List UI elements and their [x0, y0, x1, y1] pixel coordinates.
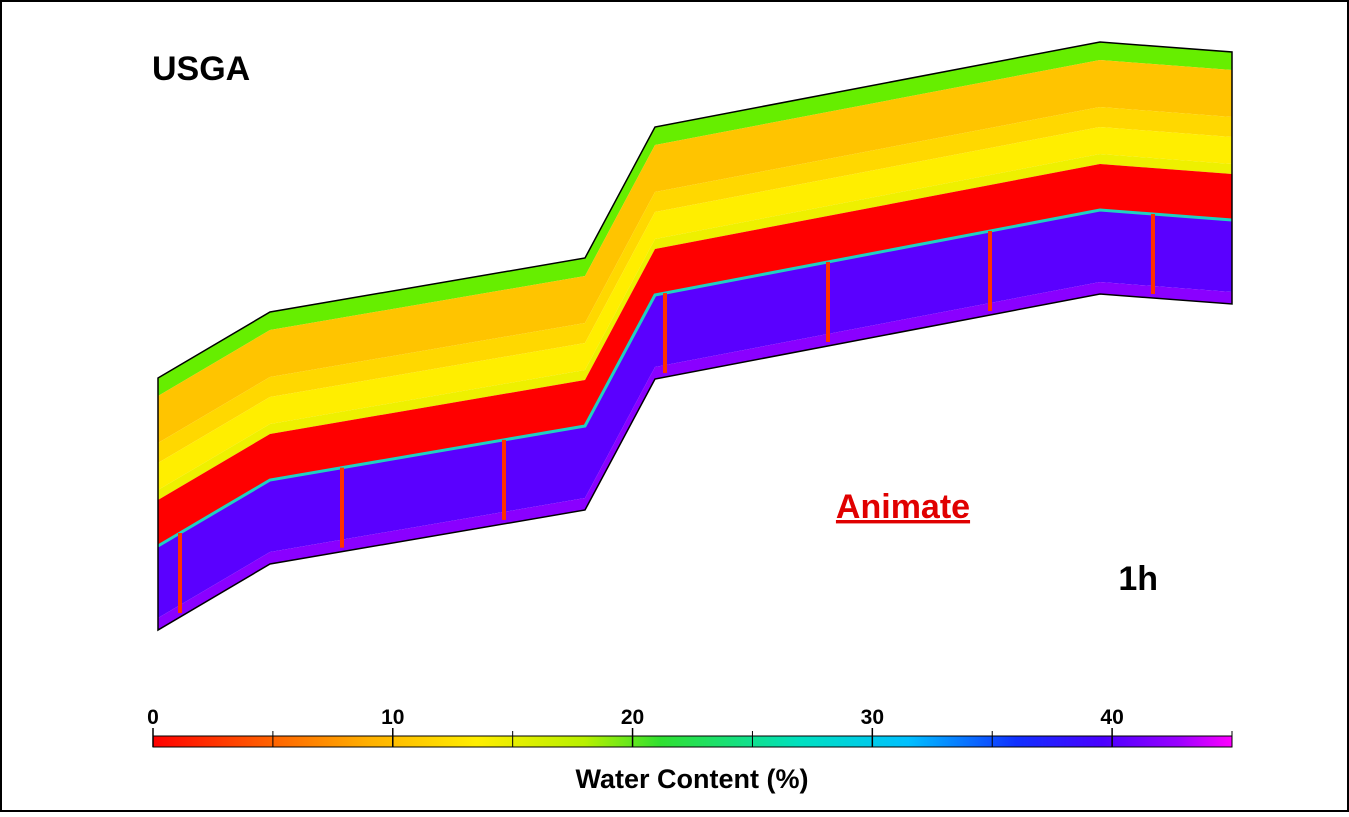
soil-layer [158, 164, 1232, 546]
drain-column [502, 439, 506, 520]
drain-column [988, 231, 992, 312]
title: USGA [152, 50, 250, 88]
colorbar [152, 735, 1233, 748]
colorbar-tick-label: 30 [861, 706, 884, 729]
drain-column [1151, 214, 1155, 295]
drain-column [340, 467, 344, 548]
soil-layer [158, 60, 1232, 443]
colorbar-ticks: 0 10 20 30 40 [147, 706, 1233, 747]
soil-layer [158, 210, 1232, 618]
colorbar-tick-label: 0 [147, 706, 159, 729]
drain-column [178, 533, 182, 614]
time-label: 1h [1118, 560, 1158, 598]
soil-profile [157, 41, 1233, 632]
wetting-front [157, 208, 1233, 548]
drain-column [663, 293, 667, 374]
colorbar-label: Water Content (%) [576, 764, 809, 794]
animate-link[interactable]: Animate [836, 488, 970, 526]
colorbar-tick-label: 10 [381, 706, 404, 729]
colorbar-tick-label: 40 [1100, 706, 1123, 729]
colorbar-tick-label: 20 [621, 706, 644, 729]
drain-column [826, 261, 830, 342]
profile-outline [157, 41, 1233, 632]
